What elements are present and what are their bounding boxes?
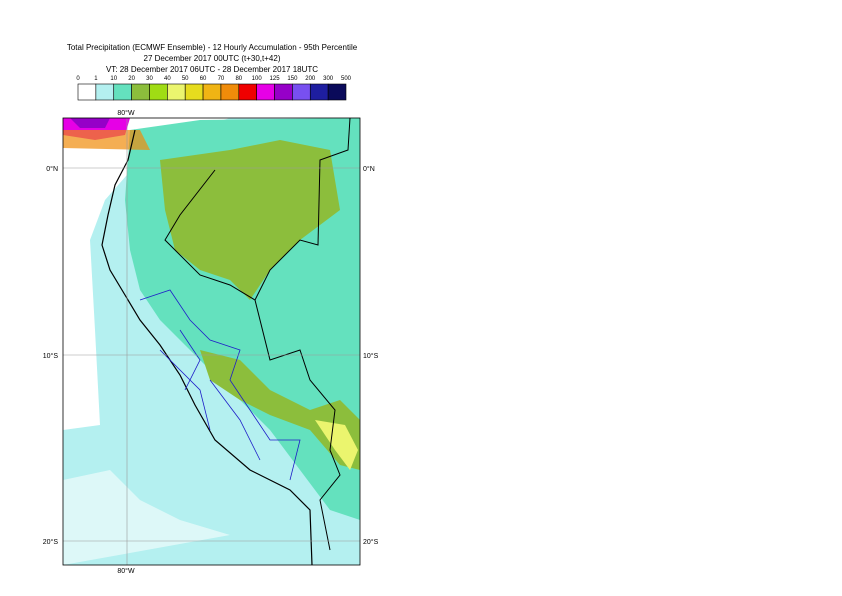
legend-label: 0 xyxy=(76,76,80,82)
legend-swatch xyxy=(113,83,132,101)
legend-swatch xyxy=(309,83,329,101)
legend-swatch xyxy=(95,83,115,101)
lat-label: 0°N xyxy=(363,165,375,173)
valid-time: VT: 28 December 2017 06UTC - 28 December… xyxy=(106,65,318,74)
legend-swatch xyxy=(274,83,293,101)
legend-label: 100 xyxy=(252,76,263,82)
legend-swatch xyxy=(202,83,222,101)
legend-label: 80 xyxy=(235,76,242,82)
lat-label: 20°S xyxy=(363,538,379,546)
legend-label: 10 xyxy=(110,76,117,82)
legend-label: 200 xyxy=(305,76,316,82)
legend-label: 50 xyxy=(182,76,189,82)
lat-label: 10°S xyxy=(43,352,59,360)
precip-area xyxy=(70,118,110,128)
legend-swatch xyxy=(292,83,311,101)
lat-label: 20°S xyxy=(43,538,59,546)
map xyxy=(63,118,360,565)
legend-swatch xyxy=(256,83,275,101)
precip-area xyxy=(160,140,340,300)
legend-label: 30 xyxy=(146,76,153,82)
border xyxy=(164,118,351,301)
legend-label: 20 xyxy=(128,76,135,82)
legend-label: 500 xyxy=(341,76,352,82)
legend-label: 300 xyxy=(323,76,334,82)
precip-area xyxy=(315,420,358,470)
legend-swatch xyxy=(167,83,186,101)
legend-label: 150 xyxy=(287,76,298,82)
legend-swatch xyxy=(184,83,204,101)
map-frame xyxy=(62,117,361,566)
legend-label: 40 xyxy=(164,76,171,82)
coastline xyxy=(101,129,313,565)
precip-area xyxy=(63,130,150,150)
legend-label: 125 xyxy=(270,76,281,82)
legend-label: 70 xyxy=(218,76,225,82)
base-time: 27 December 2017 00UTC (t+30,t+42) xyxy=(144,54,281,63)
border xyxy=(254,299,341,551)
region-border xyxy=(139,289,301,481)
legend-swatch xyxy=(131,83,150,101)
lat-label: 10°S xyxy=(363,352,379,360)
lon-label: 80°W xyxy=(117,567,135,575)
legend-label: 1 xyxy=(94,76,98,82)
lon-label: 80°W xyxy=(117,109,135,117)
legend-swatch xyxy=(238,83,257,101)
title: Total Precipitation (ECMWF Ensemble) - 1… xyxy=(67,43,358,52)
legend: 0 1 10 20 30 40 50 60 70 80 100 125 150 200 300 500 xyxy=(76,76,352,101)
legend-label: 60 xyxy=(200,76,207,82)
precip-area xyxy=(200,350,360,470)
lat-label: 0°N xyxy=(46,165,58,173)
legend-swatch xyxy=(149,83,168,101)
legend-swatch xyxy=(327,83,347,101)
legend-swatch xyxy=(77,83,97,101)
ocean-dry xyxy=(63,118,230,430)
legend-swatch xyxy=(220,83,240,101)
